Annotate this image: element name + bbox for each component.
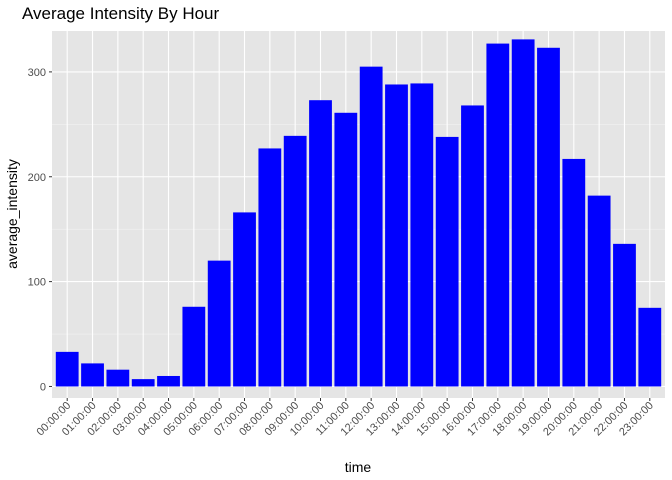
- x-axis: 00:00:0001:00:0002:00:0003:00:0004:00:00…: [35, 398, 656, 438]
- bar: [207, 260, 231, 387]
- bar: [182, 306, 206, 387]
- bar: [410, 83, 434, 387]
- bar: [131, 379, 155, 387]
- y-axis: 0 100 200 300: [28, 67, 52, 393]
- bar: [258, 148, 282, 387]
- bar: [106, 369, 130, 387]
- bar: [55, 351, 79, 387]
- bar: [435, 136, 459, 387]
- y-tick-label: 300: [28, 67, 46, 79]
- bar: [562, 158, 586, 387]
- bar: [537, 47, 560, 387]
- bars: [55, 39, 662, 387]
- bar: [309, 100, 332, 387]
- bar: [283, 135, 307, 387]
- bar: [233, 212, 256, 387]
- y-axis-title: average_intensity: [4, 159, 20, 269]
- bar: [638, 307, 662, 387]
- chart-title: Average Intensity By Hour: [22, 4, 220, 23]
- bar: [511, 39, 535, 387]
- bar: [81, 363, 104, 387]
- y-tick-label: 100: [28, 277, 46, 289]
- bar: [157, 375, 180, 387]
- bar: [486, 43, 510, 387]
- bar: [385, 84, 408, 387]
- bar: [359, 66, 383, 387]
- x-axis-title: time: [345, 459, 372, 475]
- y-tick-label: 0: [40, 381, 46, 393]
- bar: [461, 105, 484, 387]
- bar: [334, 112, 358, 387]
- bar: [587, 195, 611, 387]
- bar: [613, 243, 636, 387]
- y-tick-label: 200: [28, 172, 46, 184]
